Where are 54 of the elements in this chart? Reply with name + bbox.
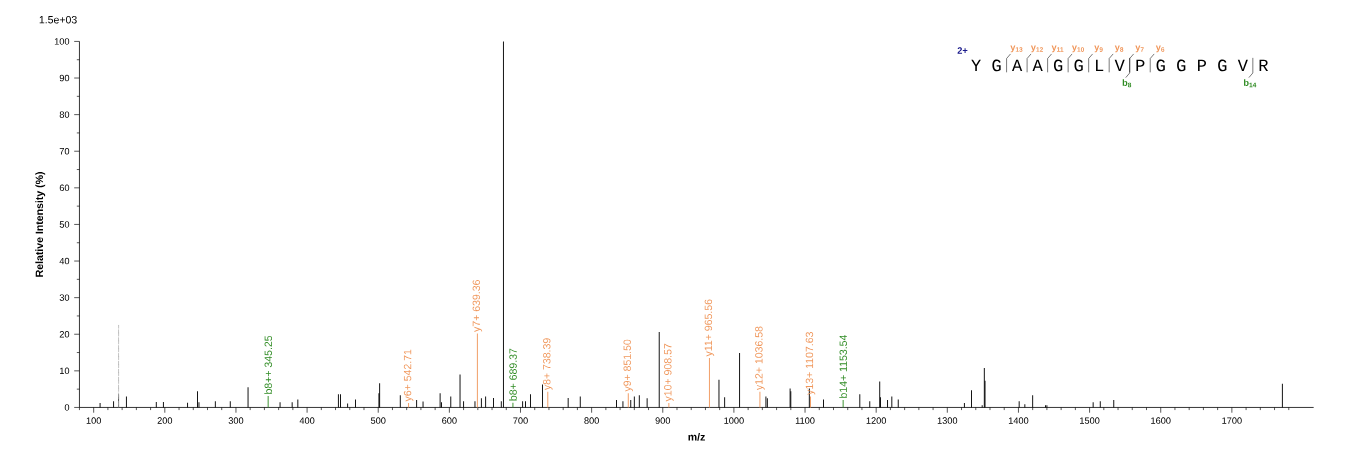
y-tick-label: 10 xyxy=(60,367,70,375)
annotation: y$_{13}$ xyxy=(1010,45,1023,53)
x-tick-label: 700 xyxy=(513,417,528,425)
annotation: y$_{10}$ xyxy=(1071,45,1085,53)
data-label: y9+ 851.50 xyxy=(623,339,634,392)
y-tick-label: 30 xyxy=(59,294,70,302)
y-tick-label: 100 xyxy=(54,38,70,45)
annotation: y$_{11}$ xyxy=(1051,45,1064,53)
x-tick-label: 1500 xyxy=(1080,417,1100,425)
x-tick-label: 1300 xyxy=(937,417,958,425)
annotation: Y G A A G G L V P G G P G V R xyxy=(971,59,1269,72)
y-tick-label: 70 xyxy=(59,148,70,155)
x-tick-label: 1000 xyxy=(724,417,744,425)
annotation: y$_{6}$ xyxy=(1155,45,1165,53)
x-tick-label: 500 xyxy=(370,417,386,425)
annotation: 2+ xyxy=(957,47,968,54)
y-tick-label: 90 xyxy=(59,74,70,82)
x-tick-label: 1200 xyxy=(866,417,887,425)
x-tick-label: 200 xyxy=(157,417,173,425)
y-tick-label: 20 xyxy=(59,331,70,338)
annotation: y$_{9}$ xyxy=(1094,45,1103,53)
y-tick-label: 50 xyxy=(59,221,70,228)
y-tick-label: 40 xyxy=(59,257,70,265)
data-label: y11+ 965.56 xyxy=(704,299,715,357)
x-tick-label: 800 xyxy=(584,417,599,425)
y-tick-label: 80 xyxy=(59,111,70,119)
annotation: b$_{14}$ xyxy=(1244,79,1257,88)
x-tick-label: 100 xyxy=(86,417,101,425)
x-tick-label: 900 xyxy=(655,417,671,425)
annotation: y$_{7}$ xyxy=(1135,45,1144,53)
y-axis-title: Relative Intensity (%) xyxy=(35,172,46,277)
x-tick-label: 400 xyxy=(299,417,315,425)
data-label: y12+ 1036.58 xyxy=(755,326,765,391)
x-tick-label: 300 xyxy=(228,417,244,425)
x-tick-label: 600 xyxy=(442,417,457,425)
data-label: y8+ 738.39 xyxy=(543,338,553,391)
x-tick-label: 1600 xyxy=(1151,417,1171,425)
data-label: y13+ 1107.63 xyxy=(805,332,816,396)
text: 1.5e+03 xyxy=(39,16,77,24)
annotation: y$_{8}$ xyxy=(1114,45,1124,53)
annotation: y$_{12}$ xyxy=(1030,45,1043,53)
data-label: y6+ 542.71 xyxy=(403,349,414,402)
data-label: y7+ 639.36 xyxy=(472,280,483,333)
data-label: b8+ 689.37 xyxy=(509,348,517,401)
y-tick-label: 60 xyxy=(59,184,70,192)
annotation: b$_{8}$ xyxy=(1122,79,1132,88)
x-tick-label: 1400 xyxy=(1008,417,1029,425)
x-tick-label: 1700 xyxy=(1222,417,1242,425)
data-label: b14+ 1153.54 xyxy=(839,335,847,399)
data-label: b8++ 345.25 xyxy=(264,336,273,395)
data-label: y10+ 908.57 xyxy=(664,343,674,402)
y-tick-label: 0 xyxy=(64,404,70,411)
x-axis-title: m/z xyxy=(688,433,705,441)
x-tick-label: 1100 xyxy=(795,417,815,425)
